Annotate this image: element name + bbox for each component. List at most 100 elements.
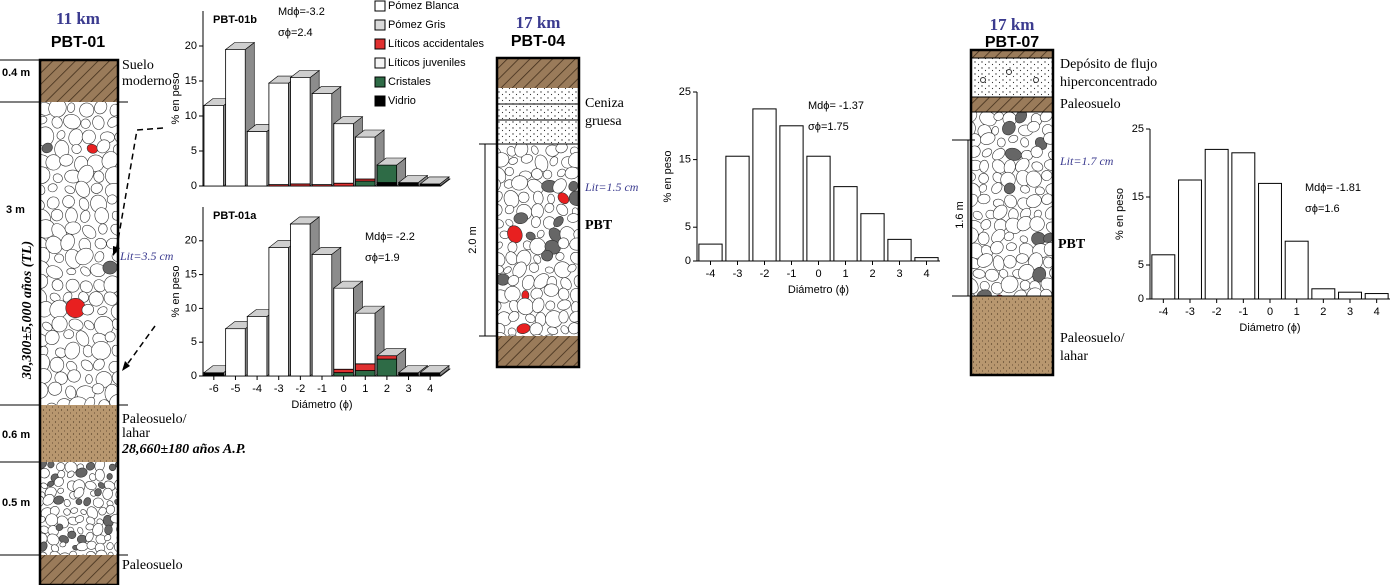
clast — [91, 383, 105, 395]
clast — [56, 462, 66, 472]
clast — [497, 332, 509, 336]
clast — [497, 152, 510, 168]
clast — [1004, 194, 1017, 209]
bar-segment — [355, 370, 376, 377]
clast — [80, 266, 91, 277]
x-axis-label: Diámetro (ϕ) — [291, 399, 352, 411]
clast — [980, 132, 996, 145]
x-tick-label: -1 — [317, 383, 327, 395]
clast — [64, 341, 81, 360]
clast — [976, 289, 992, 296]
clast — [49, 292, 61, 302]
clast — [1015, 157, 1030, 173]
arrowhead — [122, 361, 130, 371]
clast — [560, 277, 572, 291]
clast — [75, 498, 83, 506]
clast — [104, 331, 116, 343]
clast — [992, 204, 1008, 220]
unit-label: hiperconcentrado — [1060, 75, 1157, 90]
clast — [568, 180, 579, 192]
clast — [94, 238, 107, 250]
bar-top — [397, 365, 429, 373]
clast — [47, 480, 55, 487]
bar — [1338, 291, 1362, 300]
clast — [985, 268, 1000, 282]
bar — [752, 108, 777, 262]
y-tick-label: 25 — [1132, 123, 1144, 135]
legend-label: Pómez Gris — [388, 19, 446, 31]
bar-top — [332, 280, 364, 289]
clast — [568, 151, 579, 168]
clast — [75, 180, 90, 198]
clast — [47, 462, 55, 469]
clast — [71, 144, 82, 154]
stratigraphic-columns: 11 km PBT-01 0.4 m 3 m 0.6 m 0.5 m Suelo… — [0, 9, 1157, 585]
clast — [544, 266, 554, 274]
clast — [1043, 256, 1053, 269]
bar-segment — [419, 183, 441, 187]
distance: 11 km — [56, 9, 100, 28]
unit-label: Depósito de flujo — [1060, 57, 1157, 72]
x-tick-label: -6 — [209, 383, 219, 395]
y-tick-label: 10 — [185, 110, 197, 122]
legend-swatch — [374, 76, 386, 88]
clast — [78, 197, 90, 211]
clast — [54, 253, 65, 263]
clast — [505, 251, 518, 266]
bar — [806, 155, 831, 262]
clast — [40, 166, 51, 184]
clasts — [40, 102, 136, 405]
unit-label: PBT — [1058, 237, 1086, 252]
clast — [47, 183, 58, 193]
clast — [42, 494, 55, 506]
bar — [1231, 152, 1256, 300]
x-tick-label: 4 — [1374, 306, 1380, 318]
legend-label: Cristales — [388, 76, 431, 88]
bar-top — [419, 176, 450, 185]
layer — [971, 50, 1053, 58]
legend-label: Vidrio — [388, 95, 416, 107]
clast — [997, 137, 1006, 148]
clast — [51, 315, 68, 333]
bar — [1364, 293, 1389, 300]
clast — [1020, 137, 1030, 148]
bar-segment — [355, 363, 376, 371]
bar-segment — [419, 372, 441, 377]
bar-segment — [333, 123, 354, 184]
clast — [85, 462, 95, 471]
clast — [531, 145, 539, 155]
bar-segment — [203, 372, 225, 377]
bar-segment — [333, 182, 354, 187]
clast — [83, 497, 92, 507]
legend-swatch — [374, 38, 386, 50]
clast — [525, 313, 536, 323]
clast — [40, 468, 50, 479]
clast — [1012, 289, 1027, 296]
clast — [1018, 264, 1035, 281]
bar-segment — [311, 93, 333, 185]
x-tick-label: -2 — [295, 383, 305, 395]
clast — [94, 102, 108, 115]
clast — [527, 178, 544, 194]
clast — [981, 148, 993, 158]
clast — [557, 192, 570, 205]
clast — [98, 223, 108, 235]
unit-label: Paleosuelo/ — [122, 412, 187, 427]
clast — [117, 289, 136, 308]
layer — [971, 296, 1053, 375]
x-tick-label: 3 — [896, 268, 902, 280]
clast — [991, 182, 1003, 194]
clast — [980, 219, 992, 230]
clast — [81, 129, 96, 145]
clast — [1031, 161, 1044, 172]
lithic-size: Lit=1.5 cm — [584, 180, 639, 194]
clast — [86, 506, 98, 520]
clast — [1000, 275, 1019, 294]
x-tick-label: -1 — [1238, 306, 1248, 318]
clast — [92, 523, 104, 537]
x-tick-label: 3 — [405, 383, 411, 395]
clast — [531, 297, 545, 313]
bar — [1284, 240, 1309, 300]
clast — [994, 294, 1005, 296]
